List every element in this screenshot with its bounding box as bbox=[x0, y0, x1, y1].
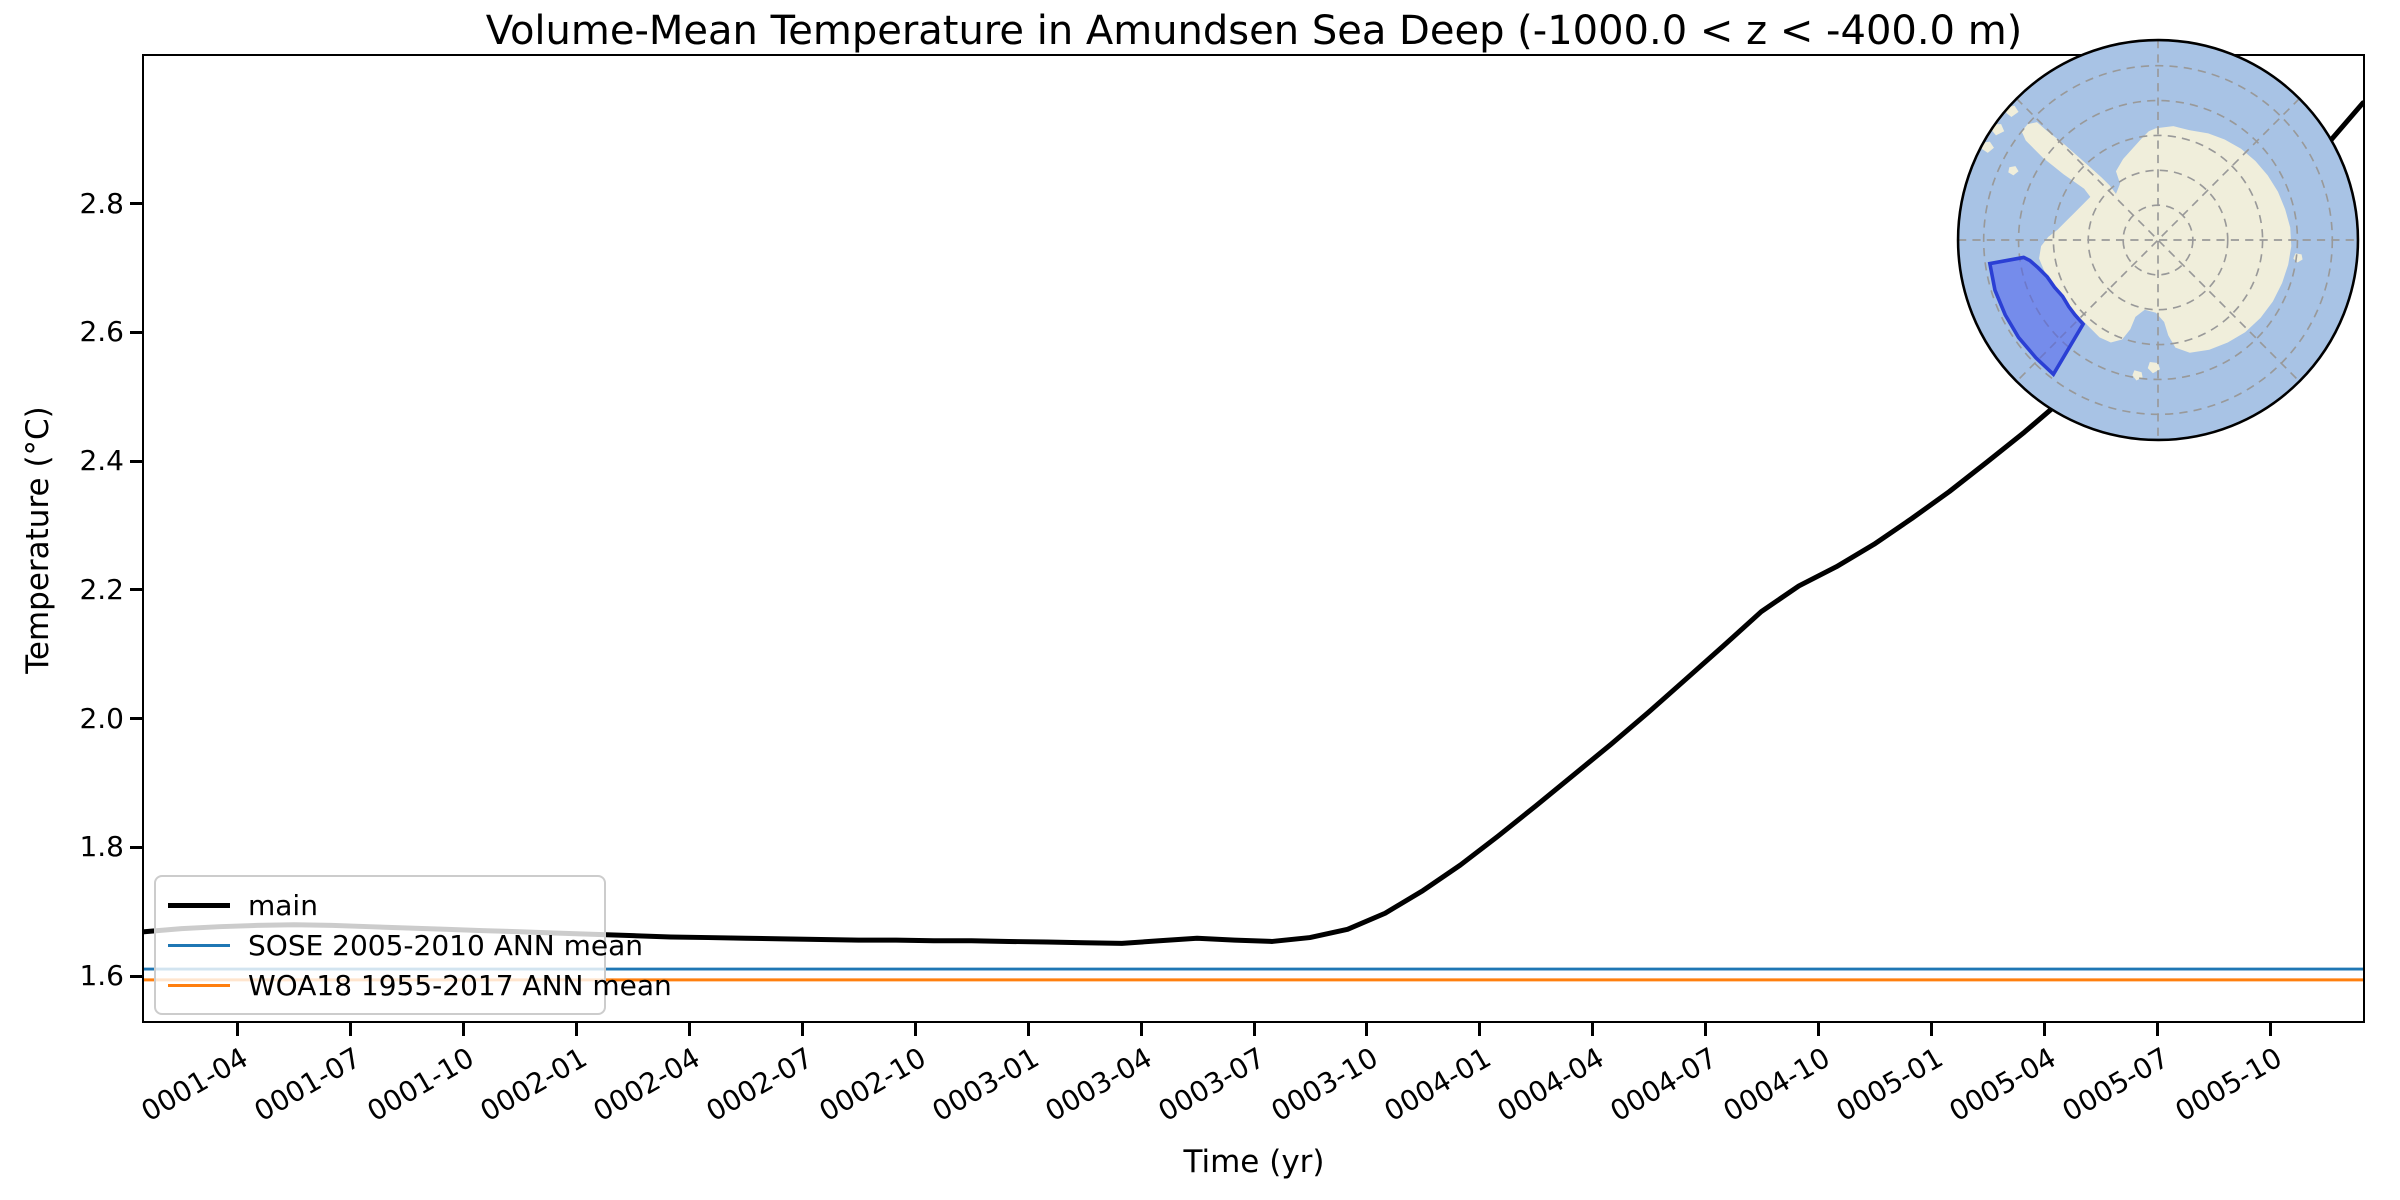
y-tick-label: 2.8 bbox=[79, 186, 124, 220]
plot-area bbox=[142, 54, 2365, 1023]
antarctica-inset-map bbox=[1956, 38, 2360, 442]
y-tick-mark bbox=[130, 588, 143, 592]
legend-label: SOSE 2005-2010 ANN mean bbox=[248, 928, 644, 962]
x-tick-mark bbox=[1704, 1023, 1708, 1036]
x-tick-mark bbox=[2269, 1023, 2273, 1036]
x-tick-mark bbox=[1365, 1023, 1369, 1036]
x-tick-mark bbox=[687, 1023, 691, 1036]
x-axis-label: Time (yr) bbox=[1183, 1144, 1325, 1180]
y-tick-mark bbox=[130, 459, 143, 463]
legend-entry: main bbox=[168, 885, 592, 925]
x-tick-mark bbox=[1817, 1023, 1821, 1036]
x-tick-mark bbox=[574, 1023, 578, 1036]
y-tick-mark bbox=[130, 330, 143, 334]
x-tick-mark bbox=[1139, 1023, 1143, 1036]
y-tick-mark bbox=[130, 202, 143, 206]
legend-entry: WOA18 1955-2017 ANN mean bbox=[168, 965, 672, 1005]
y-tick-label: 2.2 bbox=[79, 572, 124, 606]
x-tick-mark bbox=[1591, 1023, 1595, 1036]
x-tick-mark bbox=[2043, 1023, 2047, 1036]
x-tick-mark bbox=[913, 1023, 917, 1036]
x-tick-mark bbox=[1478, 1023, 1482, 1036]
y-tick-label: 1.6 bbox=[79, 959, 124, 993]
x-tick-mark bbox=[461, 1023, 465, 1036]
legend-line-swatch bbox=[168, 983, 230, 987]
chart-title: Volume-Mean Temperature in Amundsen Sea … bbox=[485, 8, 2023, 54]
legend-entry: SOSE 2005-2010 ANN mean bbox=[168, 925, 643, 965]
legend-label: WOA18 1955-2017 ANN mean bbox=[248, 968, 672, 1002]
x-tick-mark bbox=[1930, 1023, 1934, 1036]
y-tick-label: 2.6 bbox=[79, 315, 124, 349]
x-tick-mark bbox=[1026, 1023, 1030, 1036]
y-tick-mark bbox=[130, 717, 143, 721]
y-tick-mark bbox=[130, 974, 143, 978]
x-tick-mark bbox=[348, 1023, 352, 1036]
x-tick-mark bbox=[2156, 1023, 2160, 1036]
legend-line-swatch bbox=[168, 902, 230, 908]
y-tick-mark bbox=[130, 845, 143, 849]
x-tick-mark bbox=[1252, 1023, 1256, 1036]
x-tick-label: 0005-10 bbox=[2169, 1041, 2288, 1129]
map-border-circle bbox=[1956, 38, 2360, 442]
legend: main SOSE 2005-2010 ANN mean WOA18 1955-20… bbox=[154, 875, 672, 1015]
legend-label: main bbox=[248, 888, 318, 922]
x-tick-mark bbox=[235, 1023, 239, 1036]
legend-line-swatch bbox=[168, 943, 230, 947]
y-tick-label: 2.4 bbox=[79, 444, 124, 478]
amundsen-sea-highlight-region bbox=[1987, 255, 2086, 378]
x-tick-mark bbox=[800, 1023, 804, 1036]
y-tick-label: 2.0 bbox=[79, 701, 124, 735]
y-tick-label: 1.8 bbox=[79, 830, 124, 864]
